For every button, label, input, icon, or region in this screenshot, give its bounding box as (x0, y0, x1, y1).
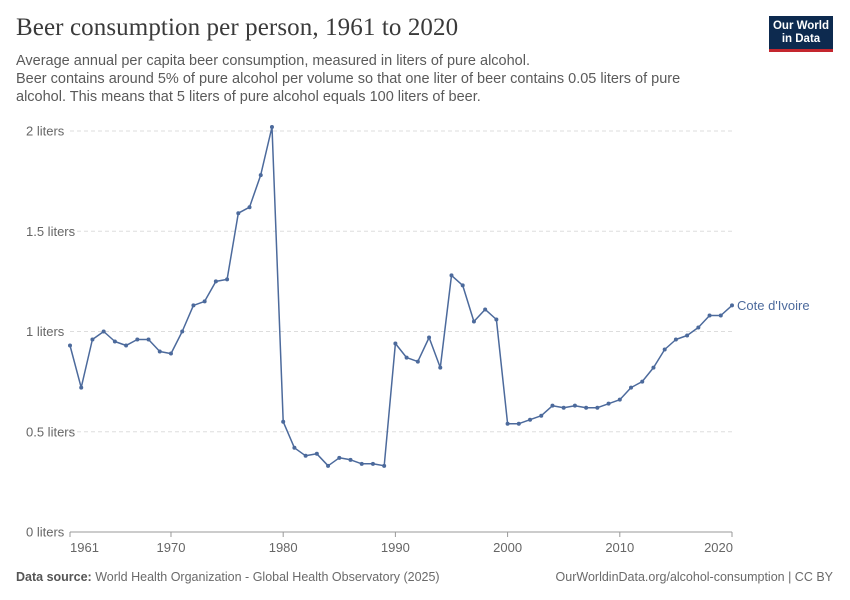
data-point[interactable] (438, 365, 443, 370)
data-point[interactable] (79, 385, 84, 390)
series-label[interactable]: Cote d'Ivoire (737, 298, 810, 313)
data-point[interactable] (629, 385, 634, 390)
data-point[interactable] (348, 457, 353, 462)
data-source: Data source: World Health Organization -… (16, 570, 440, 584)
data-point[interactable] (572, 403, 577, 408)
data-point[interactable] (292, 445, 297, 450)
data-point[interactable] (696, 325, 701, 330)
x-tick-label: 1990 (381, 540, 410, 555)
data-point[interactable] (584, 405, 589, 410)
data-point[interactable] (213, 279, 218, 284)
data-point[interactable] (718, 313, 723, 318)
subtitle-line: alcohol. This means that 5 liters of pur… (16, 89, 481, 105)
x-tick-label: 1970 (157, 540, 186, 555)
data-point[interactable] (191, 303, 196, 308)
data-point[interactable] (651, 365, 656, 370)
logo-line: Our World (772, 20, 829, 32)
x-tick-label: 1980 (269, 540, 298, 555)
data-point[interactable] (112, 339, 117, 344)
chart-url[interactable]: OurWorldinData.org/alcohol-consumption |… (555, 570, 833, 584)
data-point[interactable] (471, 319, 476, 324)
data-point[interactable] (236, 211, 241, 216)
data-point[interactable] (505, 421, 510, 426)
data-point[interactable] (168, 351, 173, 356)
data-point[interactable] (404, 355, 409, 360)
data-point[interactable] (539, 413, 544, 418)
y-tick-label: 1 liters (26, 324, 65, 339)
data-point[interactable] (247, 205, 252, 210)
data-point[interactable] (258, 173, 263, 178)
y-tick-label: 2 liters (26, 124, 65, 139)
data-point[interactable] (550, 403, 555, 408)
x-tick-label: 1961 (70, 540, 99, 555)
data-point[interactable] (606, 401, 611, 406)
series-line[interactable] (69, 126, 733, 467)
data-source-link[interactable]: World Health Organization - Global Healt… (95, 570, 440, 584)
data-point[interactable] (595, 405, 600, 410)
data-source-label: Data source: (16, 570, 92, 584)
subtitle-line: Average annual per capita beer consumpti… (16, 53, 530, 69)
data-point[interactable] (146, 337, 151, 342)
data-point[interactable] (303, 453, 308, 458)
data-point[interactable] (427, 335, 432, 340)
data-point[interactable] (685, 333, 690, 338)
data-point[interactable] (617, 397, 622, 402)
data-point[interactable] (673, 337, 678, 342)
data-point[interactable] (561, 405, 566, 410)
data-point[interactable] (337, 455, 342, 460)
data-point[interactable] (124, 343, 129, 348)
logo-line: in Data (781, 33, 821, 45)
data-point[interactable] (68, 343, 72, 348)
data-point[interactable] (90, 337, 95, 342)
data-point[interactable] (640, 379, 645, 384)
data-point[interactable] (382, 463, 387, 468)
data-point[interactable] (225, 277, 230, 282)
data-point[interactable] (730, 303, 734, 308)
owid-logo[interactable]: Our World in Data (769, 16, 833, 52)
data-point[interactable] (415, 359, 420, 364)
data-point[interactable] (483, 307, 488, 312)
data-point[interactable] (135, 337, 140, 342)
subtitle-line: Beer contains around 5% of pure alcohol … (16, 71, 681, 87)
data-point[interactable] (314, 451, 319, 456)
data-point[interactable] (101, 329, 106, 334)
axes: 0 liters 0.5 liters 1 liters 1.5 liters 2 li… (26, 124, 733, 556)
data-point[interactable] (157, 349, 162, 354)
data-point[interactable] (180, 329, 185, 334)
y-tick-label: 0 liters (26, 525, 65, 540)
data-point[interactable] (460, 283, 465, 288)
y-tick-label: 1.5 liters (26, 224, 76, 239)
series-layer: Cote d'Ivoire (68, 124, 810, 468)
data-point[interactable] (528, 417, 533, 422)
x-tick-label: 2010 (605, 540, 634, 555)
data-point[interactable] (202, 299, 207, 304)
data-point[interactable] (281, 419, 286, 424)
chart-subtitle: Average annual per capita beer consumpti… (16, 52, 736, 106)
data-point[interactable] (662, 347, 667, 352)
grid-lines (70, 130, 732, 433)
data-point[interactable] (516, 421, 521, 426)
x-tick-label: 2000 (493, 540, 522, 555)
data-point[interactable] (449, 273, 454, 278)
y-tick-label: 0.5 liters (26, 424, 76, 439)
data-point[interactable] (494, 317, 499, 322)
data-point[interactable] (707, 313, 712, 318)
data-point[interactable] (370, 461, 375, 466)
x-tick-label: 2020 (704, 540, 733, 555)
data-point[interactable] (359, 461, 364, 466)
chart-title: Beer consumption per person, 1961 to 202… (16, 14, 459, 41)
data-point[interactable] (393, 341, 398, 346)
data-point[interactable] (326, 463, 331, 468)
data-point[interactable] (269, 124, 274, 129)
